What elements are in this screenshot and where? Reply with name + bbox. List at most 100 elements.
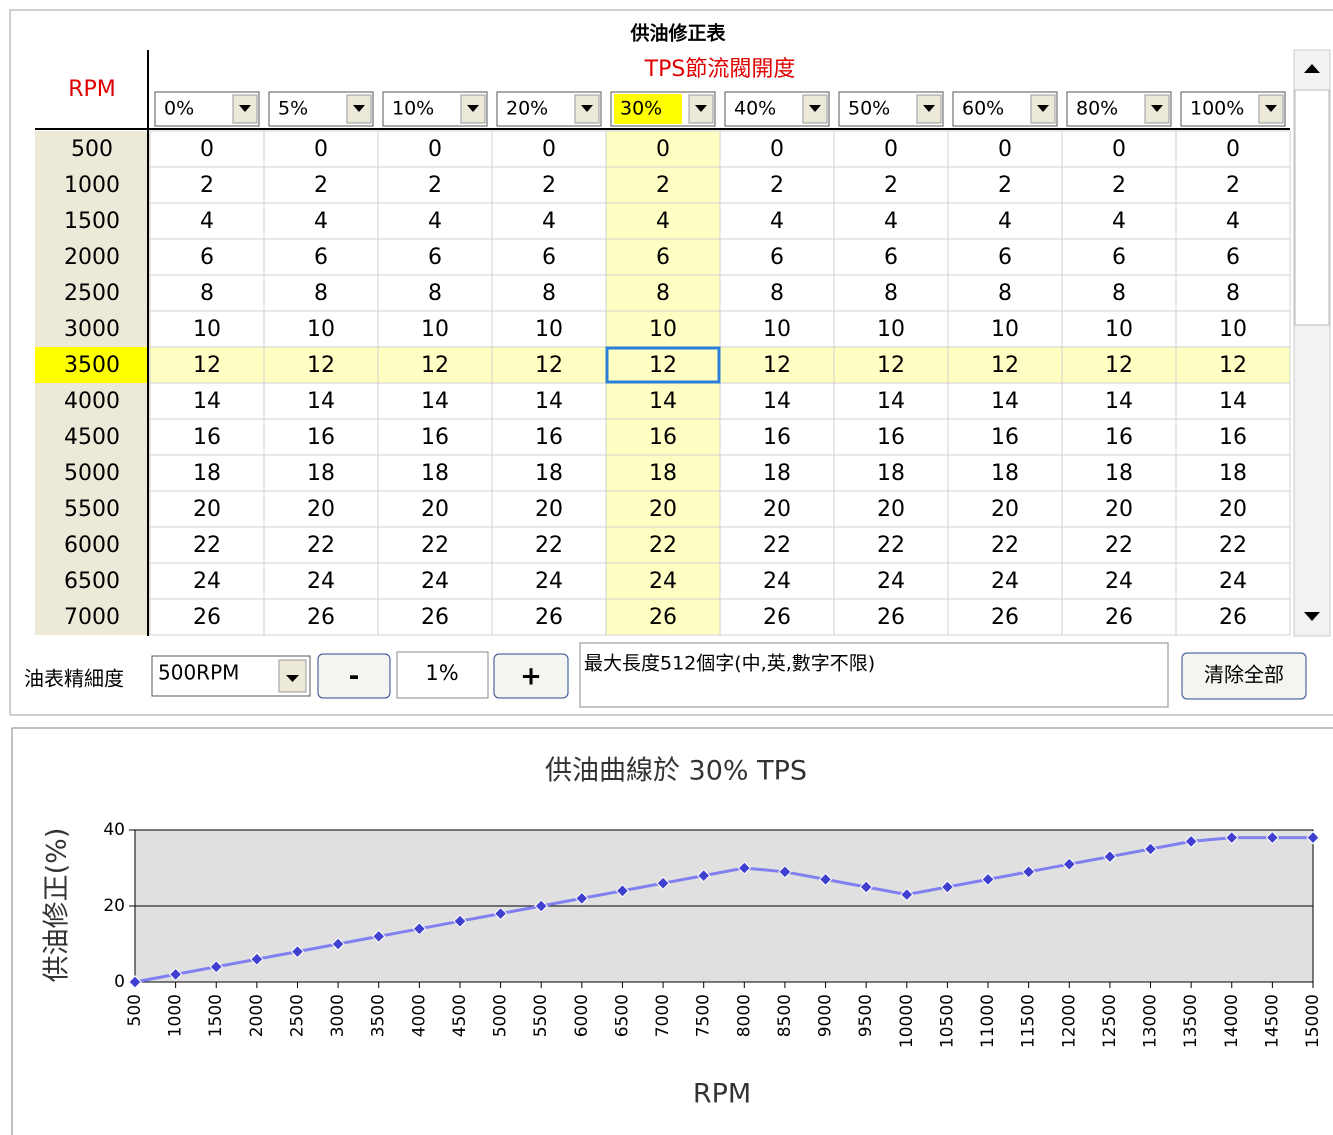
- x-tick-label: 12500: [1100, 994, 1120, 1048]
- cell-value: 10: [649, 317, 677, 342]
- table-title: 供油修正表: [629, 22, 726, 45]
- data-point: [412, 922, 427, 936]
- rpm-label: 4500: [64, 425, 120, 450]
- x-tick-label: 9000: [816, 994, 836, 1037]
- cell-value: 10: [535, 317, 563, 342]
- data-point: [778, 865, 792, 879]
- cell-value: 12: [193, 353, 221, 378]
- cell-value: 26: [193, 605, 221, 630]
- rpm-label: 1000: [64, 173, 120, 198]
- dropdown-button[interactable]: [232, 94, 258, 124]
- cell-value: 6: [314, 245, 328, 270]
- column-header: TPS節流閥開度: [644, 57, 796, 82]
- cell-value: 16: [877, 425, 905, 450]
- cell-value: 0: [1226, 137, 1240, 162]
- data-point: [981, 872, 995, 887]
- plus-button[interactable]: [493, 653, 569, 699]
- y-tick-label: 40: [103, 820, 125, 840]
- cell-value: 10: [1105, 317, 1133, 342]
- x-tick-label: 12000: [1059, 994, 1079, 1048]
- cell[interactable]: [1175, 598, 1291, 636]
- scroll-thumb[interactable]: [1294, 89, 1330, 326]
- cell-value: 4: [542, 209, 556, 234]
- cell-value: 18: [991, 461, 1019, 486]
- selected-cell: [605, 346, 721, 384]
- column-label: 10%: [392, 98, 434, 120]
- rpm-label: 3500: [64, 353, 120, 378]
- rpm-label: 5000: [64, 461, 120, 486]
- cell-value: 8: [884, 281, 898, 306]
- cell-value: 22: [991, 533, 1019, 558]
- x-tick-label: 6000: [572, 994, 592, 1037]
- rpm-label: 2000: [64, 245, 120, 270]
- scroll-down[interactable]: [1304, 612, 1320, 621]
- cell-value: 8: [1226, 281, 1240, 306]
- cell-value: 0: [998, 137, 1012, 162]
- cell-value: 12: [763, 353, 791, 378]
- cell-value: 14: [991, 389, 1019, 414]
- cell-value: 18: [1105, 461, 1133, 486]
- cell-value: 16: [535, 425, 563, 450]
- rpm-label: 4000: [64, 389, 120, 414]
- cell-value: 2: [1226, 173, 1240, 198]
- selected-column-cell: [606, 491, 720, 527]
- cell-value: 2: [884, 173, 898, 198]
- cell-value: 10: [877, 317, 905, 342]
- cell-value: 8: [314, 281, 328, 306]
- column-label: 100%: [1190, 98, 1244, 120]
- cell-value: 14: [877, 389, 905, 414]
- cell-value: 26: [535, 605, 563, 630]
- dropdown-arrow: [467, 105, 479, 112]
- data-point: [859, 880, 873, 894]
- cell-value: 4: [1226, 209, 1240, 234]
- data-point: [818, 872, 833, 887]
- x-tick-label: 5500: [531, 994, 551, 1037]
- minus-label: -: [349, 662, 360, 692]
- x-tick-label: 14500: [1262, 994, 1282, 1048]
- cell-value: 20: [193, 497, 221, 522]
- cell-value: 22: [421, 533, 449, 558]
- cell-value: 22: [649, 533, 677, 558]
- dropdown-arrow: [809, 105, 821, 112]
- cell-value: 16: [991, 425, 1019, 450]
- dropdown-arrow: [581, 105, 593, 112]
- data-point: [493, 906, 508, 921]
- data-point: [168, 967, 183, 982]
- cell-value: 0: [542, 137, 556, 162]
- cell-value: 22: [1105, 533, 1133, 558]
- cell-value: 6: [998, 245, 1012, 270]
- data-point: [940, 880, 955, 894]
- cell-value: 4: [314, 209, 328, 234]
- dropdown-arrow: [695, 105, 707, 112]
- cell-value: 14: [1105, 389, 1133, 414]
- cell-value: 18: [1219, 461, 1247, 486]
- cell-value: 2: [656, 173, 670, 198]
- cell-value: 8: [656, 281, 670, 306]
- cell-value: 8: [428, 281, 442, 306]
- cell-value: 20: [1105, 497, 1133, 522]
- cell-value: 0: [428, 137, 442, 162]
- selected-column-cell: [606, 563, 720, 599]
- data-point: [696, 868, 711, 883]
- cell-value: 8: [998, 281, 1012, 306]
- note-box[interactable]: [579, 642, 1169, 708]
- resolution-label: 油表精細度: [24, 667, 124, 691]
- cell-value: 0: [200, 137, 214, 162]
- x-tick-label: 3000: [328, 994, 348, 1037]
- column-label: 30%: [620, 98, 662, 120]
- cell-value: 18: [535, 461, 563, 486]
- scroll-up[interactable]: [1304, 64, 1320, 73]
- clear-button[interactable]: [1181, 652, 1307, 700]
- cell-value: 14: [307, 389, 335, 414]
- x-tick-label: 10500: [937, 994, 957, 1048]
- cell-value: 4: [200, 209, 214, 234]
- row-header: RPM: [68, 77, 116, 102]
- cell-value: 20: [763, 497, 791, 522]
- minus-button[interactable]: [317, 653, 391, 699]
- cell-value: 16: [1219, 425, 1247, 450]
- cell-value: 26: [991, 605, 1019, 630]
- x-tick-label: 4000: [409, 994, 429, 1037]
- data-point: [737, 861, 752, 875]
- cell-value: 20: [649, 497, 677, 522]
- cell-value: 12: [1105, 353, 1133, 378]
